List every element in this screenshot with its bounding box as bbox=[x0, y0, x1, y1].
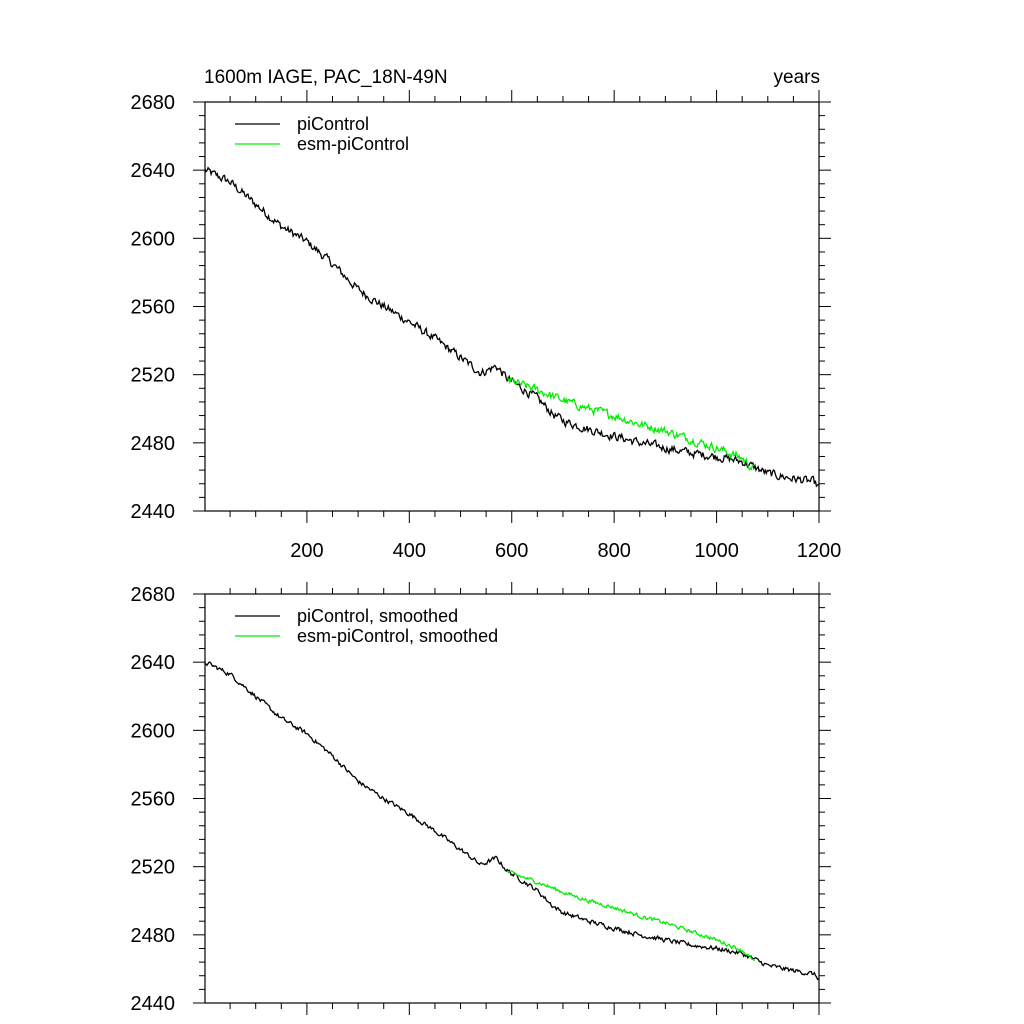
y-tick-label: 2560 bbox=[131, 297, 176, 319]
y-tick-label: 2520 bbox=[131, 365, 176, 387]
x-tick-label: 1200 bbox=[797, 540, 842, 562]
legend-label: piControl, smoothed bbox=[297, 606, 458, 626]
legend-label: esm-piControl bbox=[297, 134, 409, 154]
y-tick-label: 2520 bbox=[131, 857, 176, 879]
chart-panel-bottom: 2440 2480 2520 2560 2600 2640 2680 piControl, s… bbox=[131, 582, 831, 1015]
y-tick-label: 2640 bbox=[131, 652, 176, 674]
plot-frame bbox=[204, 593, 820, 1004]
legend-label: esm-piControl, smoothed bbox=[297, 626, 498, 646]
y-tick-label: 2600 bbox=[131, 720, 176, 742]
series-line-esm-picontrol-smoothed bbox=[506, 870, 756, 962]
y-tick-label: 2480 bbox=[131, 433, 176, 455]
figure-title: 1600m IAGE, PAC_18N-49N bbox=[204, 67, 448, 88]
legend-label: piControl bbox=[297, 114, 369, 134]
y-tick-label: 2480 bbox=[131, 925, 176, 947]
x-tick-label: 400 bbox=[393, 540, 426, 562]
y-tick-label: 2680 bbox=[131, 92, 176, 114]
y-tick-label: 2560 bbox=[131, 789, 176, 811]
series-line-esm-picontrol bbox=[506, 376, 755, 471]
x-tick-label: 600 bbox=[495, 540, 528, 562]
y-tick-label: 2440 bbox=[131, 993, 176, 1015]
y-tick-label: 2640 bbox=[131, 160, 176, 182]
y-tick-label: 2600 bbox=[131, 228, 176, 250]
x-tick-label: 800 bbox=[597, 540, 630, 562]
series-line-picontrol-smoothed bbox=[205, 661, 819, 981]
series-line-picontrol bbox=[205, 166, 819, 488]
x-axis-label-years: years bbox=[774, 67, 820, 88]
chart-panel-top: 2440 2480 2520 2560 2600 2640 2680 200 400 600 800… bbox=[131, 90, 842, 562]
plot-frame bbox=[204, 101, 820, 512]
x-tick-label: 1000 bbox=[694, 540, 739, 562]
y-tick-label: 2440 bbox=[131, 501, 176, 523]
x-tick-label: 200 bbox=[290, 540, 323, 562]
y-tick-label: 2680 bbox=[131, 584, 176, 606]
